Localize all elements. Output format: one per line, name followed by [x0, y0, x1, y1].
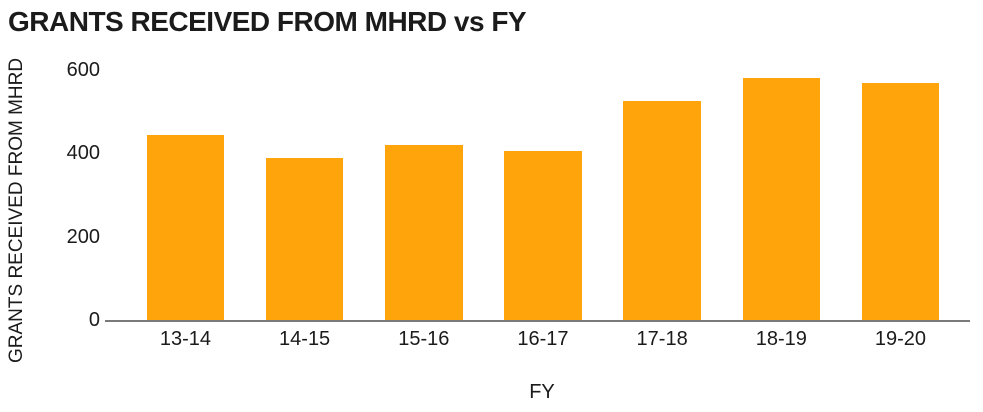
x-tick-label: 15-16: [398, 328, 450, 350]
chart-title: GRANTS RECEIVED FROM MHRD vs FY: [8, 6, 527, 37]
plot-area: [105, 70, 970, 322]
bar-16-17: [504, 151, 582, 320]
x-tick-label: 18-19: [755, 328, 807, 350]
bar-19-20: [861, 82, 940, 320]
x-tick-label: 16-17: [517, 328, 569, 350]
bar-13-14: [146, 134, 225, 320]
bar-15-16: [385, 145, 463, 320]
x-tick-label: 13-14: [159, 328, 212, 350]
x-tick-label: 17-18: [636, 328, 688, 350]
y-axis-title: GRANTS RECEIVED FROM MHRD: [6, 57, 27, 363]
bar-14-15: [265, 157, 344, 320]
y-tick-label: 400: [66, 142, 100, 165]
y-tick-label: 200: [66, 225, 100, 248]
y-tick-label: 600: [66, 59, 100, 81]
y-tick-label: 0: [88, 309, 100, 331]
bar-17-18: [623, 101, 701, 320]
x-tick-label: 14-15: [279, 328, 331, 350]
x-tick-label: 19-20: [874, 328, 927, 350]
x-axis-title: FY: [529, 381, 555, 403]
bar-18-19: [742, 78, 821, 320]
